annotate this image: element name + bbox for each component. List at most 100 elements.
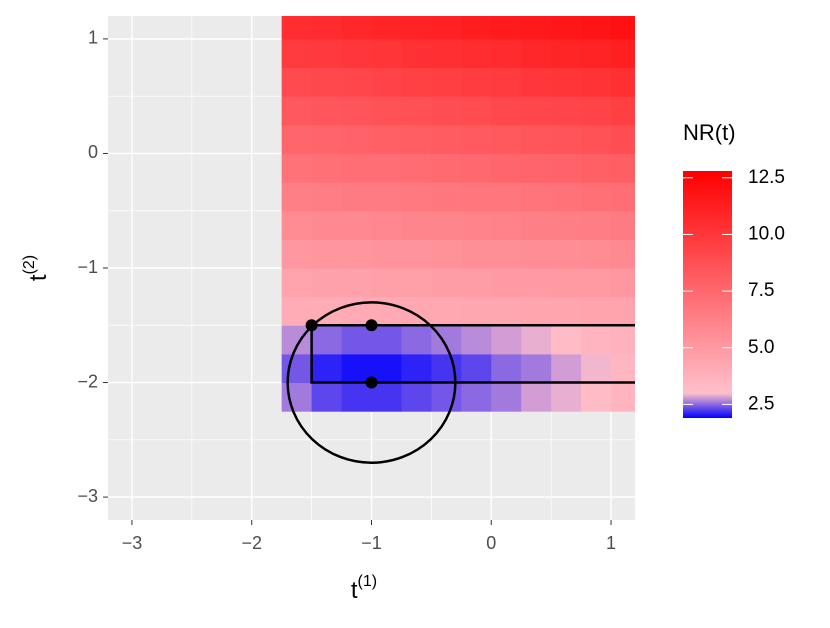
heatmap-cell bbox=[611, 124, 635, 154]
x-tick-label: 0 bbox=[486, 533, 496, 553]
path-line bbox=[310, 324, 635, 384]
heatmap-cell bbox=[551, 382, 582, 412]
heatmap-cell bbox=[311, 210, 343, 240]
y-tick-label: −3 bbox=[77, 486, 98, 506]
heatmap-cell bbox=[281, 382, 313, 412]
heatmap-cell bbox=[431, 296, 462, 326]
heatmap-cell bbox=[431, 16, 462, 40]
heatmap-cell bbox=[611, 296, 635, 326]
heatmap-cell bbox=[311, 325, 343, 355]
heatmap-cell bbox=[611, 353, 635, 384]
heatmap-cell bbox=[311, 38, 343, 69]
axes: −3 −2 −1 0 1 −3 −2 −1 0 1 bbox=[77, 28, 616, 553]
heatmap-cell bbox=[281, 182, 313, 212]
heatmap-cell bbox=[371, 353, 402, 384]
heatmap-cell bbox=[551, 296, 582, 326]
heatmap-cell bbox=[611, 182, 635, 212]
heatmap-cell bbox=[401, 239, 432, 269]
x-axis-title-base: t bbox=[351, 577, 358, 604]
heatmap-cell bbox=[521, 96, 552, 126]
heatmap-cell bbox=[581, 153, 612, 183]
heatmap-cell bbox=[311, 16, 343, 40]
heatmap-cell bbox=[371, 153, 402, 183]
heatmap-cell bbox=[341, 153, 372, 183]
legend: 2.5 5.0 7.5 10.0 12.5 bbox=[683, 167, 785, 418]
heatmap-cell bbox=[431, 38, 462, 69]
heatmap-cell bbox=[371, 16, 402, 40]
heatmap-cell bbox=[341, 382, 372, 412]
heatmap-cell bbox=[551, 124, 582, 154]
heatmap-cell bbox=[551, 325, 582, 355]
heatmap-cell bbox=[551, 268, 582, 298]
heatmap-cell bbox=[461, 124, 492, 154]
heatmap-cell bbox=[461, 182, 492, 212]
heatmap-cell bbox=[611, 96, 635, 126]
heatmap-cell bbox=[341, 38, 372, 69]
heatmap-cell bbox=[581, 296, 612, 326]
heatmap-cell bbox=[551, 67, 582, 97]
heatmap-cell bbox=[461, 296, 492, 326]
heatmap-cell bbox=[491, 124, 522, 154]
heatmap-cell bbox=[461, 210, 492, 240]
heatmap-cell bbox=[521, 182, 552, 212]
x-tick-label: −1 bbox=[361, 533, 382, 553]
heatmap-cell bbox=[281, 296, 313, 326]
heatmap-cell bbox=[611, 382, 635, 412]
heatmap-cell bbox=[431, 67, 462, 97]
heatmap-cell bbox=[431, 96, 462, 126]
heatmap-cell bbox=[371, 96, 402, 126]
heatmap-cell bbox=[311, 124, 343, 154]
heatmap-cell bbox=[581, 96, 612, 126]
heatmap-cell bbox=[581, 124, 612, 154]
heatmap-cell bbox=[461, 96, 492, 126]
heatmap-cell bbox=[341, 268, 372, 298]
heatmap-cell bbox=[341, 67, 372, 97]
heatmap-cell bbox=[371, 182, 402, 212]
x-tick-label: −3 bbox=[122, 533, 143, 553]
heatmap-cell bbox=[551, 239, 582, 269]
heatmap-cell bbox=[581, 16, 612, 40]
heatmap-cell bbox=[461, 38, 492, 69]
heatmap-cell bbox=[611, 239, 635, 269]
heatmap-cell bbox=[431, 153, 462, 183]
heatmap-cell bbox=[431, 124, 462, 154]
heatmap-cell bbox=[371, 268, 402, 298]
heatmap-cell bbox=[371, 210, 402, 240]
x-tick-label: −2 bbox=[241, 533, 262, 553]
heatmap-cell bbox=[611, 325, 635, 355]
heatmap-cell bbox=[371, 67, 402, 97]
heatmap-cell bbox=[341, 124, 372, 154]
heatmap-cell bbox=[281, 124, 313, 154]
heatmap-cell bbox=[461, 16, 492, 40]
heatmap-cell bbox=[521, 296, 552, 326]
heatmap-cell bbox=[341, 96, 372, 126]
y-tick-label: −1 bbox=[77, 257, 98, 277]
point bbox=[365, 319, 378, 332]
heatmap-cell bbox=[371, 325, 402, 355]
heatmap-cell bbox=[401, 325, 432, 355]
heatmap-cell bbox=[341, 325, 372, 355]
colorbar-tick-label: 2.5 bbox=[748, 393, 774, 414]
heatmap-cell bbox=[491, 382, 522, 412]
heatmap-cell bbox=[401, 124, 432, 154]
heatmap-cell bbox=[521, 16, 552, 40]
heatmap-cell bbox=[491, 16, 522, 40]
heatmap-cell bbox=[401, 268, 432, 298]
heatmap-cell bbox=[551, 96, 582, 126]
heatmap-cell bbox=[551, 353, 582, 384]
heatmap-cell bbox=[281, 67, 313, 97]
heatmap-cell bbox=[311, 182, 343, 212]
heatmap-cell bbox=[281, 239, 313, 269]
heatmap-cell bbox=[281, 16, 313, 40]
heatmap-cell bbox=[401, 182, 432, 212]
heatmap-cell bbox=[461, 325, 492, 355]
heatmap-cell bbox=[341, 182, 372, 212]
heatmap-cell bbox=[281, 268, 313, 298]
heatmap-cell bbox=[341, 210, 372, 240]
heatmap-cell bbox=[491, 96, 522, 126]
colorbar-tick-label: 5.0 bbox=[748, 337, 774, 358]
y-tick-label: −2 bbox=[77, 371, 98, 391]
heatmap-cell bbox=[491, 67, 522, 97]
heatmap-cell bbox=[431, 353, 462, 384]
heatmap-cell bbox=[281, 153, 313, 183]
